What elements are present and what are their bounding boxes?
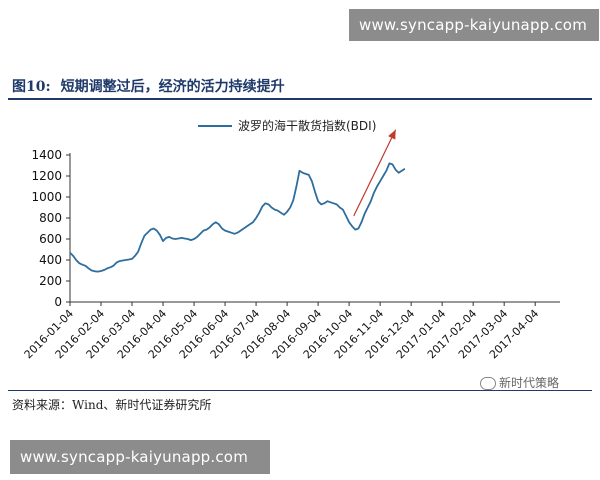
source-rule bbox=[8, 390, 592, 391]
brand-logo: 新时代策略 bbox=[480, 374, 559, 391]
source-note: 资料来源：Wind、新时代证券研究所 bbox=[12, 398, 212, 412]
figure-label: 图10: bbox=[12, 79, 51, 95]
chart-legend: 波罗的海干散货指数(BDI) bbox=[198, 118, 376, 133]
brand-text: 新时代策略 bbox=[499, 376, 560, 390]
legend-label: 波罗的海干散货指数(BDI) bbox=[238, 118, 376, 133]
trend-arrow-line bbox=[353, 129, 397, 217]
annotation-arrow bbox=[353, 129, 397, 217]
figure-title: 图10: 短期调整过后，经济的活力持续提升 bbox=[12, 76, 285, 96]
y-tick-label: 1400 bbox=[31, 148, 62, 162]
wechat-icon bbox=[480, 377, 496, 390]
x-axis-ticks: 2016-01-042016-02-042016-03-042016-04-04… bbox=[22, 302, 541, 361]
y-tick-label: 200 bbox=[39, 274, 62, 288]
title-rule bbox=[8, 98, 592, 100]
y-tick-label: 400 bbox=[39, 253, 62, 267]
watermark-bottom: www.syncapp-kaiyunapp.com bbox=[10, 440, 270, 474]
y-tick-label: 1200 bbox=[31, 169, 62, 183]
y-tick-label: 800 bbox=[39, 211, 62, 225]
y-axis-ticks: 0 200 400 600 800 1000 1200 1400 bbox=[31, 148, 70, 309]
series-line-bdi bbox=[69, 162, 406, 273]
y-tick-label: 600 bbox=[39, 232, 62, 246]
watermark-top: www.syncapp-kaiyunapp.com bbox=[349, 9, 599, 41]
plot-area bbox=[69, 162, 406, 273]
figure-title-text: 短期调整过后，经济的活力持续提升 bbox=[60, 79, 285, 95]
trend-arrow-head bbox=[388, 129, 396, 140]
chart-axes bbox=[69, 153, 560, 303]
y-tick-label: 0 bbox=[54, 295, 62, 309]
line-chart: 波罗的海干散货指数(BDI) 0 200 400 600 800 1000 1200 1400… bbox=[22, 118, 560, 361]
y-tick-label: 1000 bbox=[31, 190, 62, 204]
